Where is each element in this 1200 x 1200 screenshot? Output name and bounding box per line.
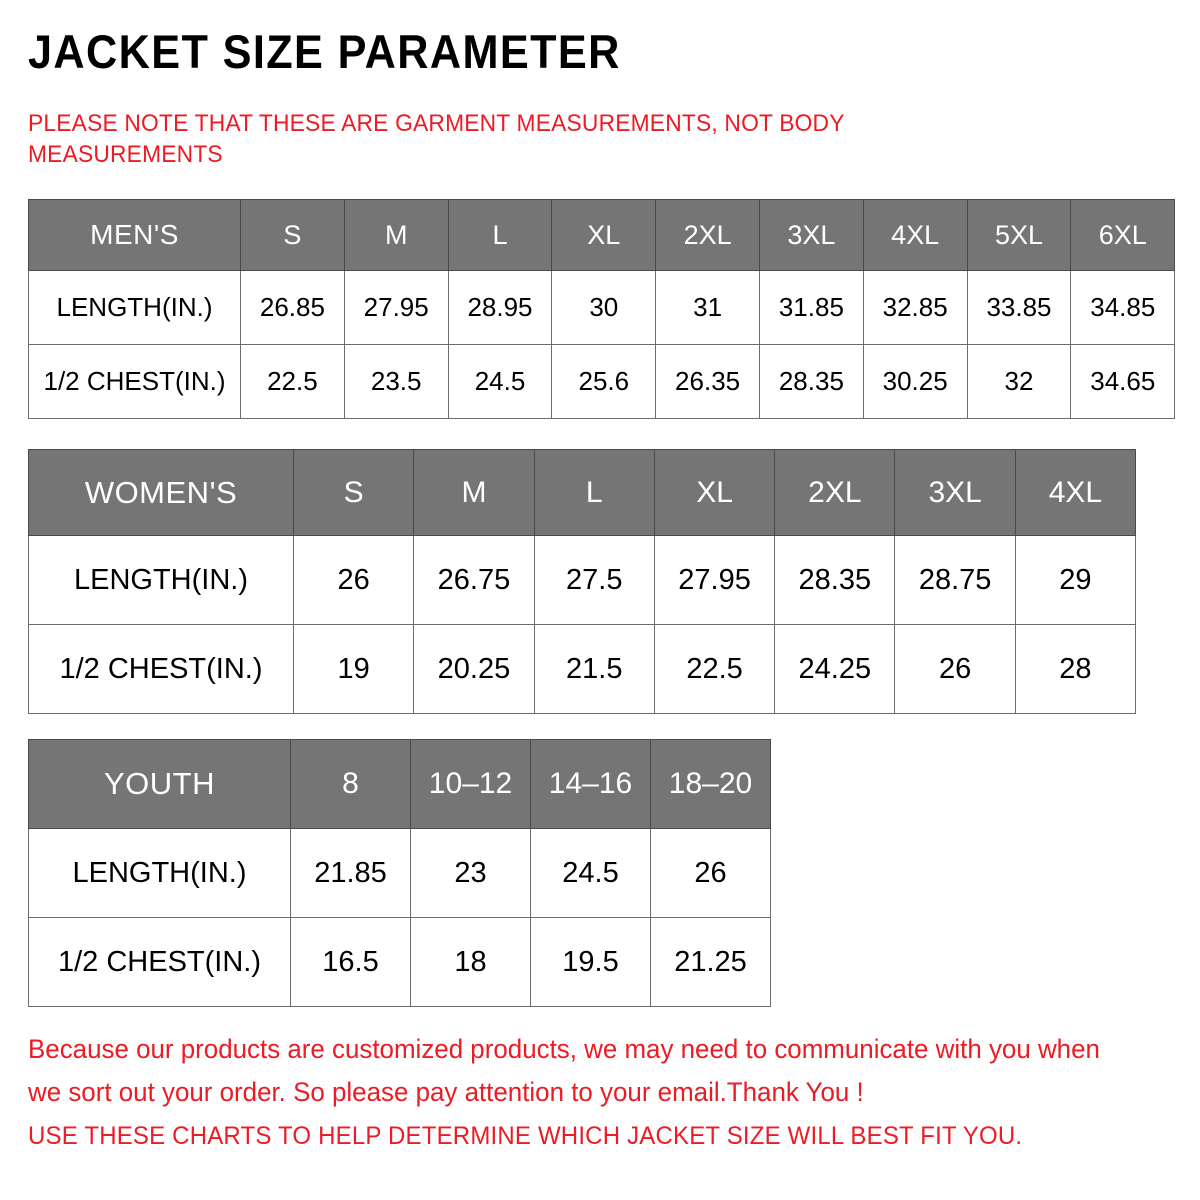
table-cell: 34.65 xyxy=(1070,344,1176,419)
womens-size-table: WOMEN'S S M L XL 2XL 3XL 4XL LENGTH(IN.)… xyxy=(28,449,1137,714)
column-header-size: XL xyxy=(551,199,657,271)
table-cell: 28.35 xyxy=(758,344,864,419)
table-cell: 23.5 xyxy=(343,344,449,419)
row-label-half-chest: 1/2 CHEST(IN.) xyxy=(28,624,294,714)
table-cell: 26 xyxy=(894,624,1016,714)
table-cell: 29 xyxy=(1014,535,1137,625)
table-cell: 16.5 xyxy=(290,917,411,1007)
row-label-half-chest: 1/2 CHEST(IN.) xyxy=(28,917,291,1007)
column-header-size: 10–12 xyxy=(410,739,531,829)
row-label-length: LENGTH(IN.) xyxy=(28,270,241,345)
table-cell: 20.25 xyxy=(413,624,535,714)
page-title: JACKET SIZE PARAMETER xyxy=(28,25,621,78)
mens-table-title: MEN'S xyxy=(28,199,241,271)
table-cell: 22.5 xyxy=(240,344,345,419)
column-header-size: 2XL xyxy=(774,449,896,536)
table-cell: 19.5 xyxy=(530,917,651,1007)
table-cell: 18 xyxy=(410,917,531,1007)
column-header-size: XL xyxy=(653,449,776,536)
column-header-size: M xyxy=(343,199,449,271)
table-cell: 27.95 xyxy=(343,270,449,345)
column-header-size: M xyxy=(413,449,535,536)
table-cell: 27.95 xyxy=(653,535,776,625)
chart-usage-note: USE THESE CHARTS TO HELP DETERMINE WHICH… xyxy=(28,1122,1023,1150)
table-cell: 24.25 xyxy=(774,624,896,714)
womens-table-title: WOMEN'S xyxy=(28,449,294,536)
table-row: 1/2 CHEST(IN.) 19 20.25 21.5 22.5 24.25 … xyxy=(28,624,1137,714)
table-cell: 24.5 xyxy=(447,344,553,419)
table-cell: 19 xyxy=(292,624,415,714)
table-cell: 32 xyxy=(966,344,1072,419)
table-cell: 26.35 xyxy=(655,344,760,419)
table-cell: 28.35 xyxy=(774,535,896,625)
row-label-half-chest: 1/2 CHEST(IN.) xyxy=(28,344,241,419)
table-cell: 26 xyxy=(292,535,415,625)
table-cell: 28.75 xyxy=(894,535,1016,625)
column-header-size: 6XL xyxy=(1070,199,1176,271)
table-cell: 26.75 xyxy=(413,535,535,625)
table-cell: 21.25 xyxy=(650,917,771,1007)
youth-size-table: YOUTH 8 10–12 14–16 18–20 LENGTH(IN.) 21… xyxy=(28,739,771,1007)
column-header-size: S xyxy=(240,199,345,271)
table-cell: 22.5 xyxy=(653,624,776,714)
column-header-size: 2XL xyxy=(655,199,760,271)
table-cell: 25.6 xyxy=(551,344,657,419)
table-cell: 30 xyxy=(551,270,657,345)
table-cell: 31.85 xyxy=(758,270,864,345)
table-cell: 26.85 xyxy=(240,270,345,345)
column-header-size: 5XL xyxy=(966,199,1072,271)
table-cell: 30.25 xyxy=(862,344,968,419)
table-cell: 26 xyxy=(650,828,771,918)
table-header-row: YOUTH 8 10–12 14–16 18–20 xyxy=(28,739,771,829)
column-header-size: S xyxy=(292,449,415,536)
table-cell: 28.95 xyxy=(447,270,553,345)
table-row: 1/2 CHEST(IN.) 22.5 23.5 24.5 25.6 26.35… xyxy=(28,344,1176,419)
table-cell: 21.85 xyxy=(290,828,411,918)
mens-size-table: MEN'S S M L XL 2XL 3XL 4XL 5XL 6XL LENGT… xyxy=(28,199,1176,419)
table-cell: 28 xyxy=(1014,624,1137,714)
column-header-size: 4XL xyxy=(862,199,968,271)
table-row: 1/2 CHEST(IN.) 16.5 18 19.5 21.25 xyxy=(28,917,771,1007)
table-cell: 33.85 xyxy=(966,270,1072,345)
column-header-size: 4XL xyxy=(1014,449,1137,536)
table-cell: 31 xyxy=(655,270,760,345)
column-header-size: L xyxy=(447,199,553,271)
youth-table-title: YOUTH xyxy=(28,739,291,829)
table-cell: 34.85 xyxy=(1070,270,1176,345)
column-header-size: 3XL xyxy=(758,199,864,271)
table-row: LENGTH(IN.) 26 26.75 27.5 27.95 28.35 28… xyxy=(28,535,1137,625)
table-cell: 21.5 xyxy=(533,624,655,714)
table-cell: 23 xyxy=(410,828,531,918)
garment-measurement-note: PLEASE NOTE THAT THESE ARE GARMENT MEASU… xyxy=(28,110,845,168)
row-label-length: LENGTH(IN.) xyxy=(28,828,291,918)
column-header-size: 8 xyxy=(290,739,411,829)
table-row: LENGTH(IN.) 26.85 27.95 28.95 30 31 31.8… xyxy=(28,270,1176,345)
row-label-length: LENGTH(IN.) xyxy=(28,535,294,625)
column-header-size: 14–16 xyxy=(530,739,651,829)
table-cell: 24.5 xyxy=(530,828,651,918)
column-header-size: L xyxy=(533,449,655,536)
table-header-row: WOMEN'S S M L XL 2XL 3XL 4XL xyxy=(28,449,1137,536)
column-header-size: 3XL xyxy=(894,449,1016,536)
table-cell: 27.5 xyxy=(533,535,655,625)
table-cell: 32.85 xyxy=(862,270,968,345)
table-header-row: MEN'S S M L XL 2XL 3XL 4XL 5XL 6XL xyxy=(28,199,1176,271)
customization-note: Because our products are customized prod… xyxy=(28,1034,1100,1107)
table-row: LENGTH(IN.) 21.85 23 24.5 26 xyxy=(28,828,771,918)
column-header-size: 18–20 xyxy=(650,739,771,829)
